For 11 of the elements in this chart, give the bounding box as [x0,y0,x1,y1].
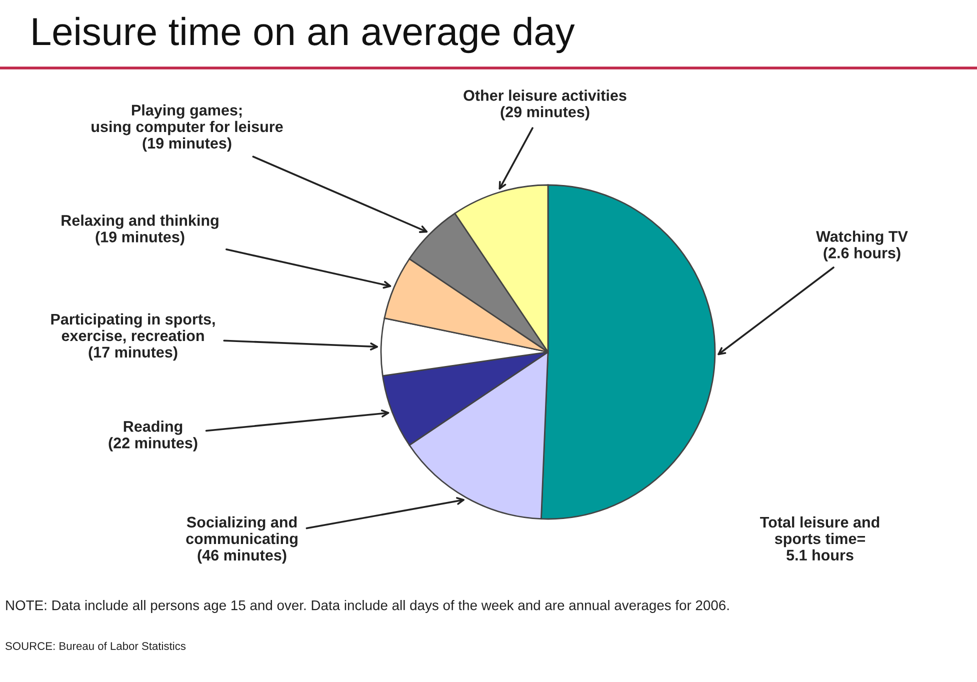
chart-title: Leisure time on an average day [33,16,575,54]
text: NOTE: Data include all persons age 15 and over. Data include all days of the week and are annual averages for 2006. [6,600,729,613]
slice-label: Relaxing and thinking (19 minutes) [62,214,218,246]
slice-label: Playing games; using computer for leisure (19 minutes) [92,104,283,152]
slice-label: Other leisure activities (29 minutes) [464,90,626,120]
slice-label: Watching TV (2.6 hours) [816,230,908,262]
slice-label: Participating in sports, exercise, recreation (17 minutes) [51,313,215,361]
source-note: SOURCE: Bureau of Labor Statistics [6,642,186,650]
slice-label: Reading (22 minutes) [108,420,198,452]
slice-label: Socializing and communicating (46 minutes) [186,516,298,564]
text: Total leisure and sports time= 5.1 hours [760,516,880,561]
